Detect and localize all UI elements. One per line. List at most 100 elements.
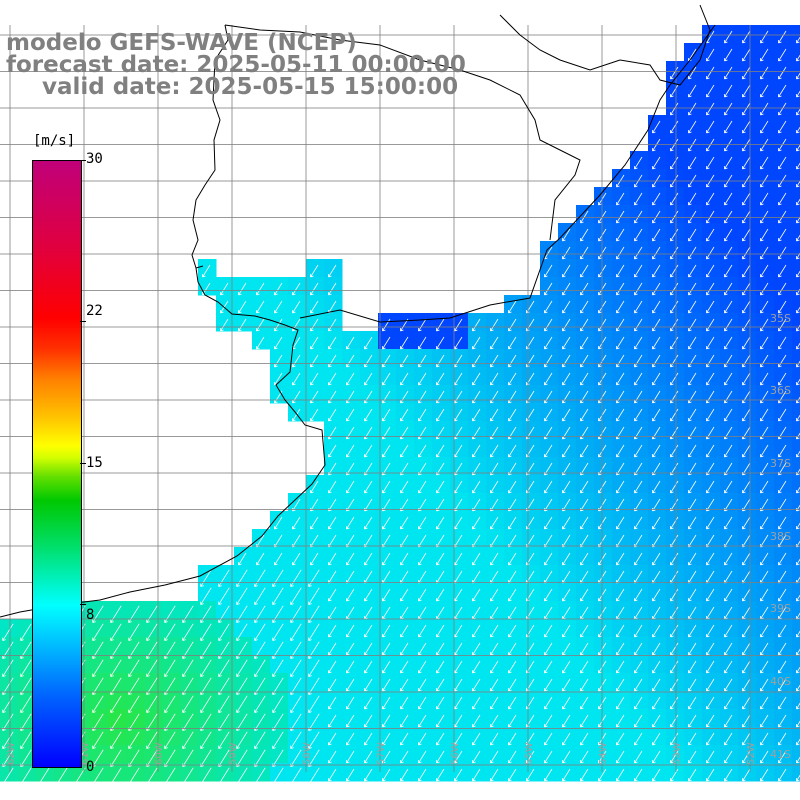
wind-arrow — [706, 48, 715, 62]
wind-speed-cell — [396, 745, 415, 764]
wind-speed-cell — [396, 331, 415, 350]
wind-speed-cell — [612, 475, 631, 494]
wind-speed-cell — [378, 385, 397, 404]
wind-speed-cell — [522, 313, 541, 332]
wind-arrow — [634, 732, 643, 746]
wind-arrow — [472, 660, 481, 674]
wind-speed-cell — [666, 583, 685, 602]
wind-speed-cell — [720, 79, 739, 98]
wind-speed-cell — [342, 673, 361, 692]
wind-speed-cell — [342, 565, 361, 584]
wind-speed-cell — [684, 241, 703, 260]
wind-speed-cell — [378, 763, 397, 782]
wind-speed-cell — [720, 637, 739, 656]
wind-arrow — [110, 731, 122, 749]
wind-speed-cell — [738, 241, 757, 260]
wind-speed-cell — [630, 547, 649, 566]
wind-arrow — [634, 588, 643, 602]
wind-speed-cell — [414, 745, 433, 764]
wind-arrow — [328, 660, 337, 674]
wind-speed-cell — [396, 529, 415, 548]
wind-arrow — [580, 300, 589, 314]
wind-arrow — [490, 678, 499, 692]
wind-speed-cell — [360, 655, 379, 674]
wind-arrow — [580, 408, 589, 422]
wind-arrow — [490, 624, 499, 638]
wind-arrow — [580, 588, 589, 602]
lon-label: 61W — [80, 742, 91, 765]
wind-speed-cell — [360, 637, 379, 656]
wind-speed-cell — [288, 529, 307, 548]
wind-speed-cell — [576, 547, 595, 566]
wind-speed-cell — [234, 277, 253, 296]
wind-arrow — [580, 750, 589, 764]
wind-speed-cell — [306, 727, 325, 746]
wind-arrow — [724, 354, 733, 368]
wind-speed-cell — [756, 511, 775, 530]
wind-speed-cell — [648, 205, 667, 224]
wind-arrow — [742, 660, 751, 674]
wind-speed-cell — [558, 457, 577, 476]
wind-speed-cell — [18, 673, 37, 692]
wind-speed-cell — [342, 511, 361, 530]
wind-speed-cell — [612, 601, 631, 620]
wind-arrow — [670, 282, 679, 296]
wind-speed-cell — [702, 439, 721, 458]
wind-speed-cell — [396, 763, 415, 782]
wind-speed-cell — [432, 475, 451, 494]
wind-speed-cell — [666, 619, 685, 638]
colorbar-unit: [m/s] — [33, 133, 76, 149]
wind-speed-cell — [0, 727, 19, 746]
wind-arrow — [634, 516, 643, 530]
wind-arrow — [796, 72, 800, 80]
wind-speed-cell — [342, 349, 361, 368]
wind-speed-cell — [90, 745, 109, 764]
wind-arrow — [634, 642, 643, 656]
wind-speed-cell — [486, 367, 505, 386]
wind-speed-cell — [684, 763, 703, 782]
wind-arrow — [742, 120, 751, 134]
wind-arrow — [328, 318, 337, 332]
wind-arrow — [724, 120, 733, 134]
wind-arrow — [670, 318, 679, 332]
wind-arrow — [796, 594, 800, 602]
wind-speed-cell — [432, 349, 451, 368]
wind-arrow — [274, 354, 283, 368]
wind-speed-cell — [450, 691, 469, 710]
wind-speed-cell — [414, 547, 433, 566]
wind-speed-cell — [270, 763, 289, 782]
wind-speed-cell — [324, 367, 343, 386]
wind-arrow — [292, 408, 301, 422]
wind-arrow — [110, 623, 122, 641]
wind-speed-cell — [504, 709, 523, 728]
wind-speed-cell — [234, 583, 253, 602]
wind-speed-cell — [522, 709, 541, 728]
wind-speed-cell — [468, 313, 487, 332]
wind-arrow — [110, 605, 122, 623]
wind-speed-cell — [234, 295, 253, 314]
wind-speed-cell — [702, 205, 721, 224]
wind-arrow — [706, 156, 715, 170]
wind-arrow — [436, 372, 445, 386]
wind-speed-cell — [666, 277, 685, 296]
wind-speed-cell — [396, 565, 415, 584]
wind-speed-cell — [468, 547, 487, 566]
wind-speed-cell — [720, 205, 739, 224]
wind-speed-cell — [432, 511, 451, 530]
wind-arrow — [472, 354, 481, 368]
wind-speed-cell — [648, 601, 667, 620]
wind-speed-cell — [612, 763, 631, 782]
wind-arrow — [400, 444, 409, 458]
wind-speed-cell — [756, 763, 775, 782]
wind-speed-cell — [684, 367, 703, 386]
wind-speed-cell — [630, 331, 649, 350]
wind-speed-cell — [666, 313, 685, 332]
wind-speed-cell — [558, 331, 577, 350]
wind-speed-cell — [378, 421, 397, 440]
wind-speed-cell — [648, 475, 667, 494]
wind-speed-cell — [684, 709, 703, 728]
wind-arrow — [508, 552, 517, 566]
wind-speed-cell — [720, 169, 739, 188]
wind-arrow — [254, 623, 266, 641]
wind-speed-cell — [486, 583, 505, 602]
